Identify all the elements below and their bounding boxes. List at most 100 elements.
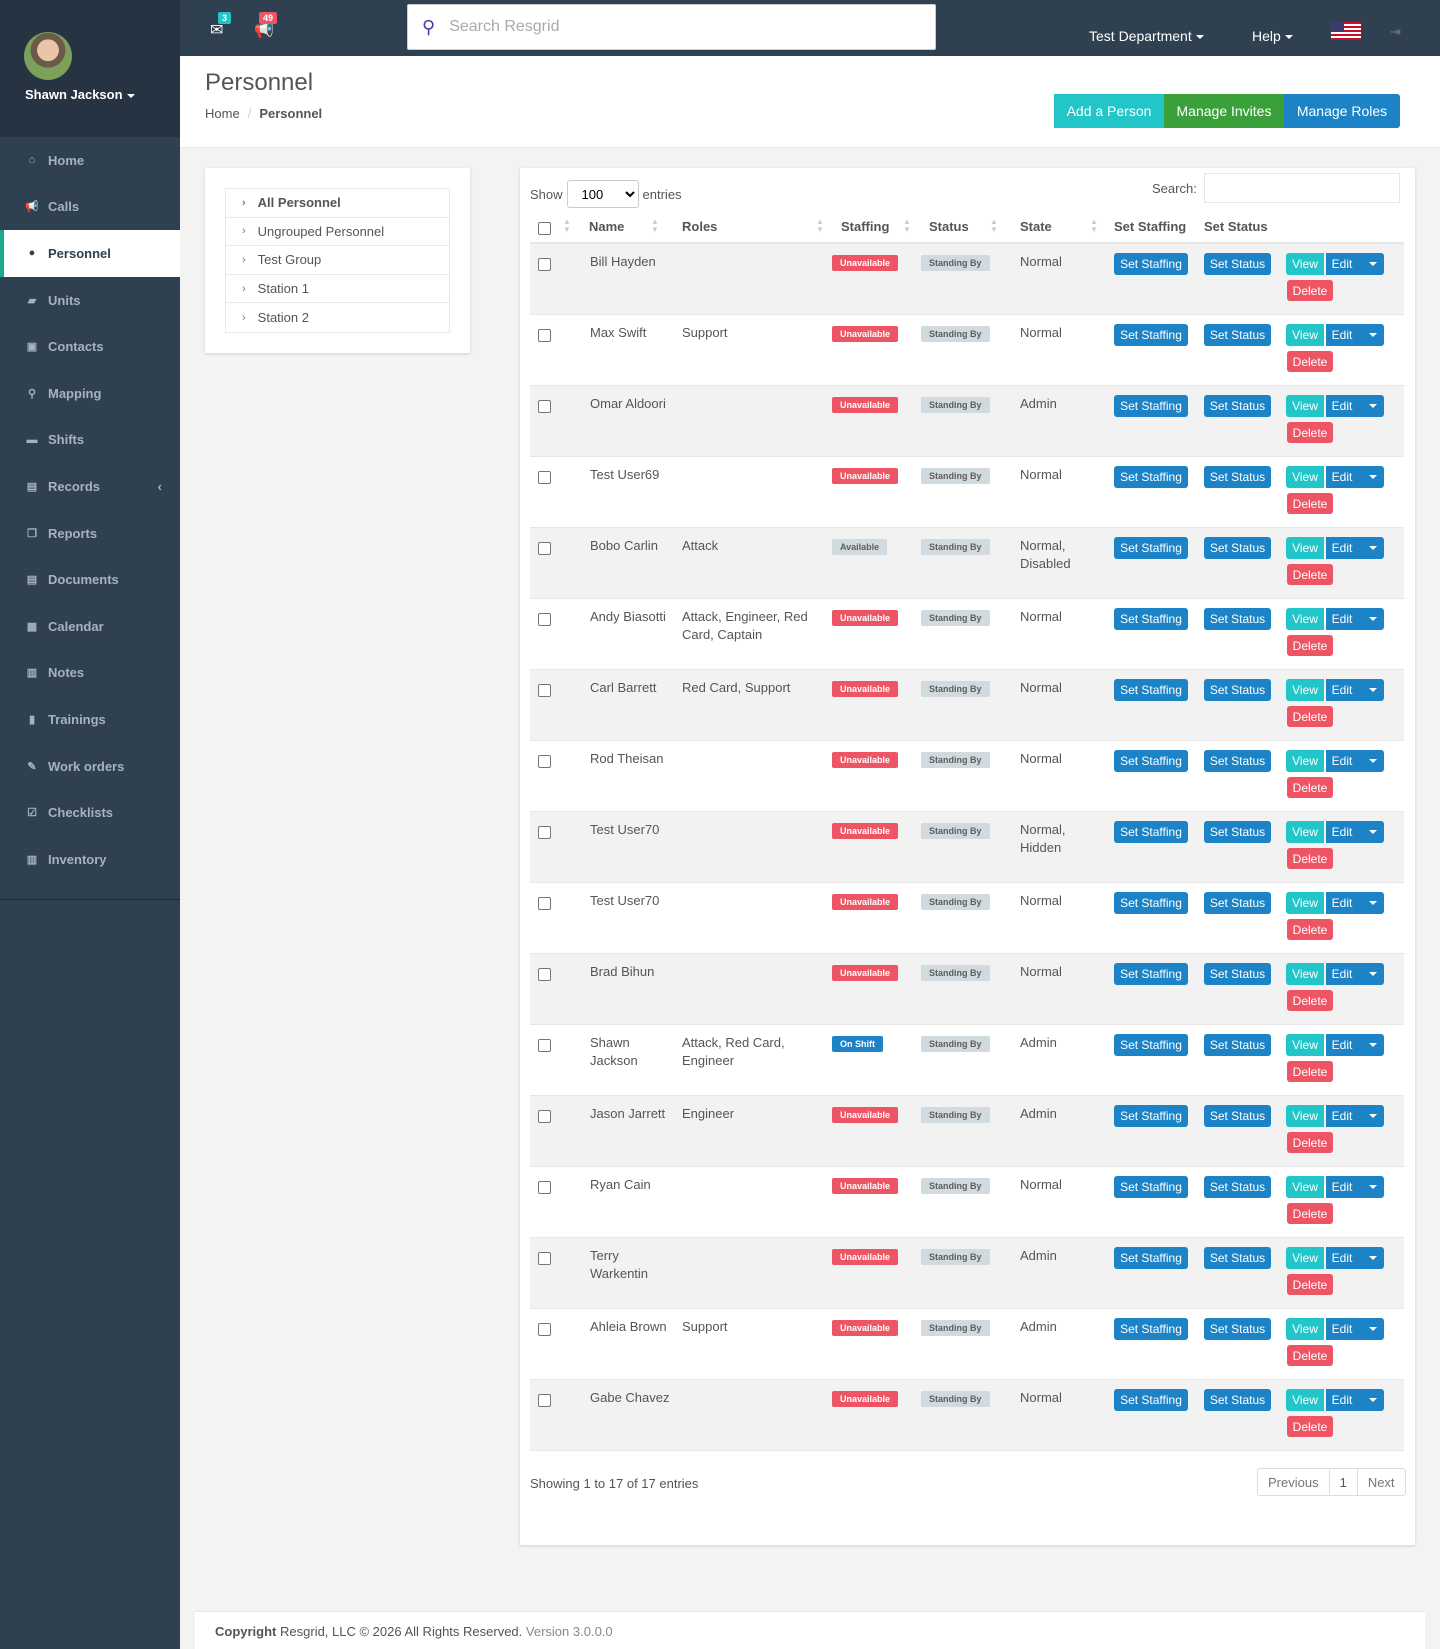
row-checkbox[interactable] (538, 684, 551, 697)
group-item[interactable]: › Station 1 (226, 275, 449, 304)
sidebar-item-reports[interactable]: ❐ Reports (0, 510, 180, 557)
previous-page-button[interactable]: Previous (1258, 1469, 1330, 1495)
sidebar-item-mapping[interactable]: ⚲ Mapping (0, 370, 180, 417)
view-button[interactable]: View (1286, 324, 1324, 346)
page-1-button[interactable]: 1 (1330, 1469, 1358, 1495)
row-checkbox[interactable] (538, 1110, 551, 1123)
edit-button[interactable]: Edit (1326, 679, 1358, 701)
sidebar-item-personnel[interactable]: ● Personnel (0, 230, 180, 277)
delete-button[interactable]: Delete (1287, 706, 1333, 727)
logout-icon[interactable]: ⇥ (1390, 24, 1401, 39)
sort-icon[interactable]: ▲ ▼ (990, 217, 998, 234)
sidebar-item-shifts[interactable]: ▬ Shifts (0, 417, 180, 464)
edit-button[interactable]: Edit (1326, 821, 1358, 843)
sidebar-item-contacts[interactable]: ▣ Contacts (0, 323, 180, 370)
page-length-select[interactable]: 100 (566, 180, 639, 208)
set-staffing-button[interactable]: Set Staffing (1114, 892, 1188, 914)
edit-dropdown-toggle[interactable] (1358, 466, 1384, 488)
edit-dropdown-toggle[interactable] (1358, 324, 1384, 346)
edit-dropdown-toggle[interactable] (1358, 963, 1384, 985)
view-button[interactable]: View (1286, 821, 1324, 843)
edit-button[interactable]: Edit (1326, 1034, 1358, 1056)
row-checkbox[interactable] (538, 258, 551, 271)
column-header-state[interactable]: State (1020, 219, 1052, 234)
delete-button[interactable]: Delete (1287, 1274, 1333, 1295)
group-item[interactable]: › Test Group (226, 246, 449, 275)
set-status-button[interactable]: Set Status (1204, 1034, 1271, 1056)
delete-button[interactable]: Delete (1287, 493, 1333, 514)
us-flag-icon[interactable] (1331, 22, 1361, 40)
set-staffing-button[interactable]: Set Staffing (1114, 324, 1188, 346)
person-name[interactable]: Bill Hayden (590, 254, 656, 269)
edit-dropdown-toggle[interactable] (1358, 892, 1384, 914)
set-status-button[interactable]: Set Status (1204, 679, 1271, 701)
edit-button[interactable]: Edit (1326, 1105, 1358, 1127)
delete-button[interactable]: Delete (1287, 1203, 1333, 1224)
edit-button[interactable]: Edit (1326, 466, 1358, 488)
view-button[interactable]: View (1286, 395, 1324, 417)
edit-button[interactable]: Edit (1326, 1247, 1358, 1269)
edit-dropdown-toggle[interactable] (1358, 537, 1384, 559)
edit-button[interactable]: Edit (1326, 1318, 1358, 1340)
person-name[interactable]: Shawn Jackson (590, 1035, 638, 1068)
row-checkbox[interactable] (538, 400, 551, 413)
view-button[interactable]: View (1286, 253, 1324, 275)
edit-button[interactable]: Edit (1326, 1389, 1358, 1411)
set-staffing-button[interactable]: Set Staffing (1114, 750, 1188, 772)
sidebar-item-checklists[interactable]: ☑ Checklists (0, 789, 180, 836)
view-button[interactable]: View (1286, 963, 1324, 985)
set-status-button[interactable]: Set Status (1204, 466, 1271, 488)
edit-dropdown-toggle[interactable] (1358, 1247, 1384, 1269)
edit-dropdown-toggle[interactable] (1358, 395, 1384, 417)
set-status-button[interactable]: Set Status (1204, 750, 1271, 772)
sidebar-item-inventory[interactable]: ▥ Inventory (0, 836, 180, 883)
manage-invites-button[interactable]: Manage Invites (1164, 94, 1284, 128)
edit-dropdown-toggle[interactable] (1358, 608, 1384, 630)
sidebar-item-calendar[interactable]: ▦ Calendar (0, 603, 180, 650)
delete-button[interactable]: Delete (1287, 777, 1333, 798)
set-status-button[interactable]: Set Status (1204, 963, 1271, 985)
breadcrumb-home[interactable]: Home (205, 106, 240, 121)
add-person-button[interactable]: Add a Person (1054, 94, 1164, 128)
row-checkbox[interactable] (538, 1323, 551, 1336)
delete-button[interactable]: Delete (1287, 351, 1333, 372)
sidebar-item-documents[interactable]: ▤ Documents (0, 556, 180, 603)
edit-dropdown-toggle[interactable] (1358, 750, 1384, 772)
person-name[interactable]: Andy Biasotti (590, 609, 666, 624)
group-item[interactable]: › All Personnel (226, 189, 449, 218)
row-checkbox[interactable] (538, 471, 551, 484)
edit-dropdown-toggle[interactable] (1358, 1389, 1384, 1411)
row-checkbox[interactable] (538, 1039, 551, 1052)
delete-button[interactable]: Delete (1287, 280, 1333, 301)
row-checkbox[interactable] (538, 1394, 551, 1407)
sort-icon[interactable]: ▲ ▼ (816, 217, 824, 234)
set-staffing-button[interactable]: Set Staffing (1114, 253, 1188, 275)
set-staffing-button[interactable]: Set Staffing (1114, 1105, 1188, 1127)
sidebar-item-records[interactable]: ▤ Records ‹ (0, 463, 180, 510)
edit-button[interactable]: Edit (1326, 892, 1358, 914)
edit-dropdown-toggle[interactable] (1358, 1176, 1384, 1198)
person-name[interactable]: Carl Barrett (590, 680, 657, 695)
set-staffing-button[interactable]: Set Staffing (1114, 1389, 1188, 1411)
view-button[interactable]: View (1286, 1105, 1324, 1127)
edit-button[interactable]: Edit (1326, 963, 1358, 985)
view-button[interactable]: View (1286, 1034, 1324, 1056)
person-name[interactable]: Brad Bihun (590, 964, 655, 979)
column-header-roles[interactable]: Roles (682, 219, 718, 234)
set-staffing-button[interactable]: Set Staffing (1114, 1318, 1188, 1340)
edit-button[interactable]: Edit (1326, 324, 1358, 346)
edit-dropdown-toggle[interactable] (1358, 1105, 1384, 1127)
edit-dropdown-toggle[interactable] (1358, 253, 1384, 275)
sidebar-item-notes[interactable]: ▥ Notes (0, 650, 180, 697)
edit-dropdown-toggle[interactable] (1358, 679, 1384, 701)
department-dropdown[interactable]: Test Department (1089, 28, 1204, 44)
set-staffing-button[interactable]: Set Staffing (1114, 963, 1188, 985)
table-search-input[interactable] (1203, 173, 1400, 203)
next-page-button[interactable]: Next (1367, 1474, 1395, 1490)
view-button[interactable]: View (1286, 466, 1324, 488)
row-checkbox[interactable] (538, 755, 551, 768)
set-staffing-button[interactable]: Set Staffing (1114, 1176, 1188, 1198)
person-name[interactable]: Test User69 (590, 467, 660, 482)
mail-button[interactable]: ✉ 3 (210, 12, 232, 40)
sort-icon[interactable]: ▲ ▼ (563, 217, 571, 234)
